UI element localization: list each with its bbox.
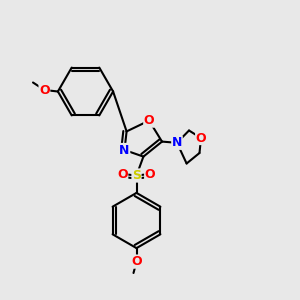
Text: O: O bbox=[145, 167, 155, 181]
Text: O: O bbox=[196, 131, 206, 145]
Text: N: N bbox=[172, 136, 182, 149]
Text: S: S bbox=[132, 169, 141, 182]
Text: O: O bbox=[117, 167, 128, 181]
Text: O: O bbox=[131, 255, 142, 268]
Text: O: O bbox=[144, 114, 154, 127]
Text: N: N bbox=[119, 143, 130, 157]
Text: O: O bbox=[39, 83, 50, 97]
